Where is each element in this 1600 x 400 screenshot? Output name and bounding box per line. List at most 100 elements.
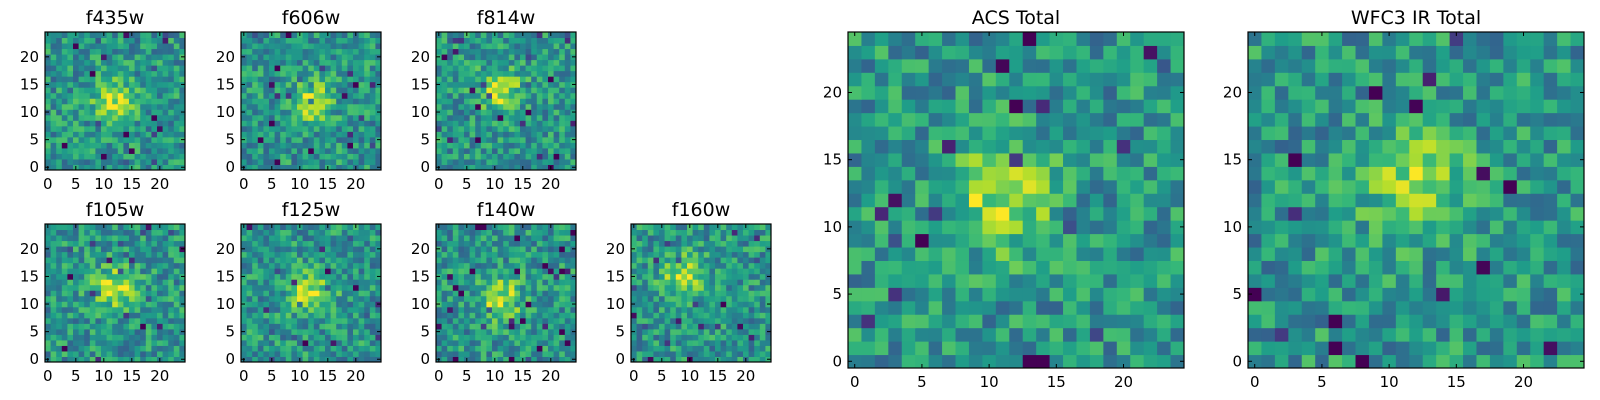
heatmap-cell: [653, 284, 660, 291]
heatmap-cell: [1170, 166, 1185, 181]
heatmap-cell: [703, 279, 710, 286]
heatmap-cell: [1022, 247, 1037, 261]
heatmap-cell: [325, 262, 332, 269]
heatmap-cell: [285, 109, 292, 116]
heatmap-cell: [246, 81, 253, 88]
heatmap-cell: [1143, 166, 1158, 181]
heatmap-cell: [469, 76, 476, 83]
heatmap-cell: [514, 301, 521, 308]
heatmap-cell: [436, 37, 443, 44]
heatmap-cell: [441, 290, 448, 297]
heatmap-cell: [246, 164, 253, 171]
heatmap-cell: [89, 87, 96, 94]
heatmap-cell: [525, 279, 532, 286]
heatmap-cell: [358, 235, 365, 242]
heatmap-cell: [325, 147, 332, 154]
heatmap-cell: [888, 220, 903, 235]
heatmap-cell: [759, 295, 766, 302]
heatmap-cell: [497, 323, 504, 330]
heatmap-cell: [995, 260, 1010, 275]
heatmap-cell: [157, 317, 164, 324]
heatmap-cell: [531, 345, 538, 352]
heatmap-cell: [536, 164, 543, 171]
heatmap-cell: [531, 120, 538, 127]
heatmap-cell: [358, 48, 365, 55]
heatmap-cell: [1009, 247, 1024, 261]
heatmap-cell: [241, 131, 248, 138]
heatmap-cell: [325, 339, 332, 346]
heatmap-cell: [564, 59, 571, 66]
heatmap-cell: [336, 257, 343, 264]
heatmap-cell: [106, 262, 113, 269]
heatmap-cell: [564, 114, 571, 121]
heatmap-cell: [1009, 179, 1024, 194]
heatmap-cell: [117, 59, 124, 66]
heatmap-cell: [436, 59, 443, 66]
heatmap-cell: [982, 314, 997, 329]
heatmap-cell: [347, 158, 354, 165]
heatmap-cell: [364, 240, 371, 247]
heatmap-cell: [570, 339, 577, 346]
heatmap-cell: [241, 251, 248, 258]
heatmap-cell: [469, 257, 476, 264]
heatmap-cell: [319, 328, 326, 335]
heatmap-cell: [151, 48, 158, 55]
heatmap-cell: [330, 339, 337, 346]
heatmap-cell: [45, 92, 52, 99]
heatmap-cell: [67, 142, 74, 149]
heatmap-cell: [263, 257, 270, 264]
heatmap-cell: [508, 43, 515, 50]
heatmap-cell: [285, 350, 292, 357]
heatmap-cell: [168, 120, 175, 127]
heatmap-cell: [765, 251, 772, 258]
heatmap-cell: [553, 109, 560, 116]
heatmap-cell: [553, 262, 560, 269]
heatmap-cell: [1063, 341, 1077, 356]
heatmap-cell: [520, 114, 527, 121]
heatmap-cell: [330, 164, 337, 171]
heatmap-cell: [553, 246, 560, 253]
heatmap-cell: [531, 32, 538, 39]
heatmap-cell: [106, 356, 113, 363]
heatmap-cell: [458, 92, 465, 99]
heatmap-cell: [157, 158, 164, 165]
heatmap-cell: [514, 229, 521, 236]
heatmap-cell: [369, 120, 376, 127]
heatmap-cell: [486, 98, 493, 105]
heatmap-cell: [263, 92, 270, 99]
y-tick-label: 20: [411, 240, 430, 258]
heatmap-cell: [475, 70, 482, 77]
heatmap-cell: [659, 312, 666, 319]
heatmap-cell: [263, 65, 270, 72]
heatmap-cell: [968, 341, 983, 356]
heatmap-cell: [748, 317, 755, 324]
heatmap-cell: [759, 262, 766, 269]
heatmap-cell: [140, 323, 147, 330]
heatmap-cell: [995, 206, 1010, 221]
heatmap-cell: [675, 328, 682, 335]
heatmap-cell: [520, 323, 527, 330]
heatmap-cell: [297, 229, 304, 236]
heatmap-cell: [570, 76, 577, 83]
heatmap-cell: [469, 32, 476, 39]
heatmap-cell: [168, 251, 175, 258]
heatmap-cell: [631, 312, 638, 319]
heatmap-cell: [726, 240, 733, 247]
heatmap-cell: [659, 273, 666, 280]
heatmap-cell: [140, 224, 147, 231]
heatmap-cell: [670, 323, 677, 330]
heatmap-cell: [520, 76, 527, 83]
heatmap-cell: [748, 262, 755, 269]
heatmap-cell: [743, 339, 750, 346]
heatmap-cell: [452, 114, 459, 121]
heatmap-cell: [117, 317, 124, 324]
heatmap-cell: [241, 268, 248, 275]
heatmap-cell: [464, 153, 471, 160]
heatmap-cell: [353, 147, 360, 154]
heatmap-cell: [112, 345, 119, 352]
heatmap-cell: [447, 284, 454, 291]
heatmap-cell: [112, 312, 119, 319]
heatmap-cell: [536, 229, 543, 236]
heatmap-cell: [263, 334, 270, 341]
